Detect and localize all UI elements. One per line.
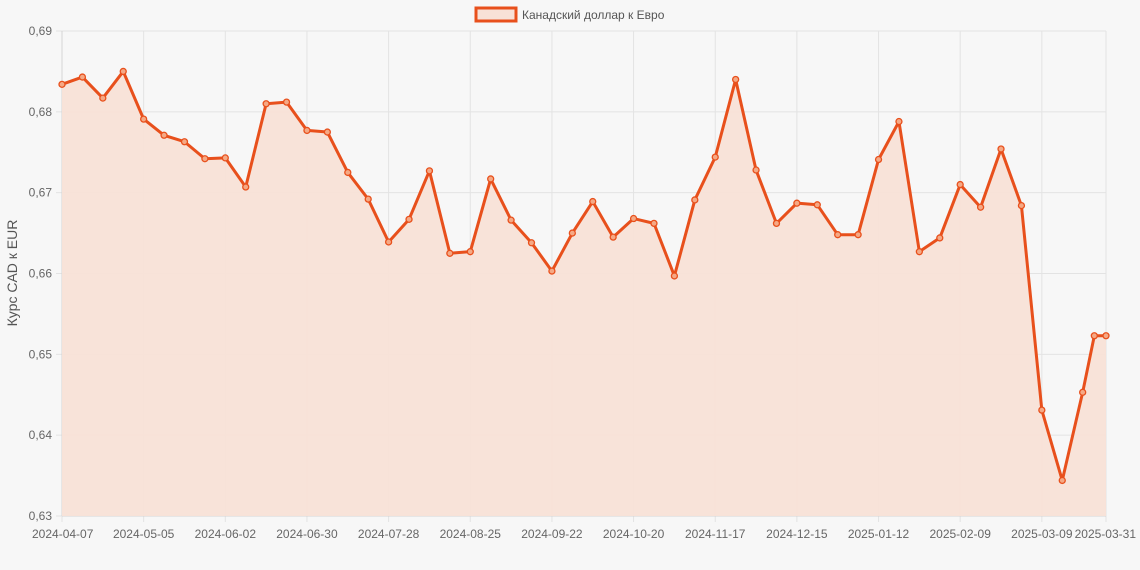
data-point[interactable] [1079, 388, 1087, 396]
x-tick-label: 2024-06-02 [195, 527, 257, 541]
data-point[interactable] [936, 234, 944, 242]
data-point[interactable] [813, 201, 821, 209]
data-point[interactable] [772, 219, 781, 228]
x-tick-label: 2024-09-22 [521, 527, 583, 541]
y-tick-label: 0,63 [29, 509, 53, 523]
x-tick-label: 2024-07-28 [358, 527, 420, 541]
data-point[interactable] [854, 231, 862, 239]
data-point[interactable] [282, 98, 291, 106]
data-point[interactable] [874, 155, 883, 164]
data-point[interactable] [487, 175, 495, 183]
data-point[interactable] [303, 126, 311, 135]
data-point[interactable] [731, 75, 740, 84]
x-tick-label: 2024-11-17 [685, 527, 746, 541]
data-point[interactable] [997, 145, 1005, 153]
data-point[interactable] [956, 180, 964, 189]
series-area-fill [62, 71, 1106, 517]
data-point[interactable] [140, 115, 148, 123]
data-point[interactable] [262, 100, 270, 108]
data-point[interactable] [466, 248, 474, 256]
x-tick-label: 2024-06-30 [276, 527, 338, 541]
data-point[interactable] [650, 219, 658, 228]
data-point[interactable] [1017, 201, 1026, 210]
data-point[interactable] [609, 233, 617, 241]
y-axis-ticks: 0,69 0,68 0,67 0,66 0,65 0,64 0,63 [29, 24, 53, 523]
data-point[interactable] [201, 155, 209, 163]
data-point[interactable] [589, 197, 597, 206]
data-point[interactable] [629, 214, 638, 223]
x-tick-label: 2025-02-09 [929, 527, 991, 541]
data-point[interactable] [548, 267, 556, 275]
y-tick-label: 0,64 [29, 428, 53, 442]
data-point[interactable] [711, 153, 719, 161]
x-tick-label: 2024-10-20 [603, 527, 665, 541]
data-point[interactable] [58, 80, 66, 88]
y-tick-label: 0,67 [29, 186, 53, 200]
data-point[interactable] [1058, 476, 1066, 485]
data-point[interactable] [691, 196, 699, 204]
data-point[interactable] [364, 195, 372, 203]
area-fill-layer [62, 71, 1106, 517]
data-point[interactable] [507, 216, 515, 224]
chart-legend[interactable]: Канадский доллар к Евро [474, 6, 665, 23]
data-point[interactable] [915, 248, 924, 256]
y-tick-label: 0,65 [29, 347, 53, 361]
x-tick-label: 2024-04-07 [32, 527, 94, 541]
data-point[interactable] [384, 238, 393, 246]
legend-label[interactable]: Канадский доллар к Евро [522, 8, 665, 22]
data-point[interactable] [221, 154, 229, 162]
data-point[interactable] [976, 203, 985, 211]
x-tick-label: 2024-08-25 [440, 527, 502, 541]
x-axis-ticks: 2024-04-07 2024-05-05 2024-06-02 2024-06-30… [32, 527, 1136, 541]
data-point[interactable] [568, 229, 576, 237]
data-point[interactable] [670, 272, 679, 280]
x-tick-label: 2025-03-31 [1075, 527, 1137, 541]
data-point[interactable] [1102, 332, 1110, 340]
data-point[interactable] [99, 94, 107, 102]
y-tick-label: 0,68 [29, 105, 53, 119]
data-point[interactable] [793, 199, 801, 207]
y-axis-title: Курс CAD к EUR [4, 220, 20, 327]
data-point[interactable] [527, 239, 536, 247]
data-point[interactable] [160, 131, 168, 139]
data-point[interactable] [752, 166, 760, 174]
data-point[interactable] [1038, 406, 1046, 414]
x-tick-label: 2024-05-05 [113, 527, 175, 541]
x-tick-label: 2025-03-09 [1011, 527, 1073, 541]
data-point[interactable] [323, 128, 332, 136]
data-point[interactable] [895, 117, 903, 126]
x-tick-label: 2024-12-15 [766, 527, 828, 541]
data-point[interactable] [242, 183, 250, 191]
data-point[interactable] [425, 167, 434, 175]
legend-swatch[interactable] [474, 6, 518, 23]
y-tick-label: 0,66 [29, 267, 53, 281]
data-point[interactable] [344, 168, 352, 177]
y-tick-label: 0,69 [29, 24, 53, 38]
data-point[interactable] [119, 67, 127, 76]
data-point[interactable] [446, 249, 454, 257]
x-tick-label: 2025-01-12 [848, 527, 910, 541]
data-point[interactable] [1090, 332, 1098, 340]
data-point[interactable] [405, 215, 413, 223]
data-point[interactable] [180, 138, 189, 146]
data-point[interactable] [834, 231, 842, 239]
data-points [58, 67, 1110, 485]
data-point[interactable] [78, 73, 87, 81]
